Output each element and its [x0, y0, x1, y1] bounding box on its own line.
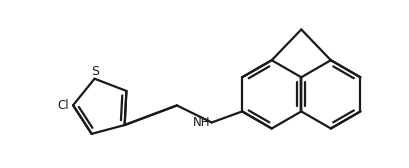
Text: S: S	[91, 65, 99, 78]
Text: NH: NH	[192, 116, 210, 129]
Text: Cl: Cl	[57, 99, 69, 112]
